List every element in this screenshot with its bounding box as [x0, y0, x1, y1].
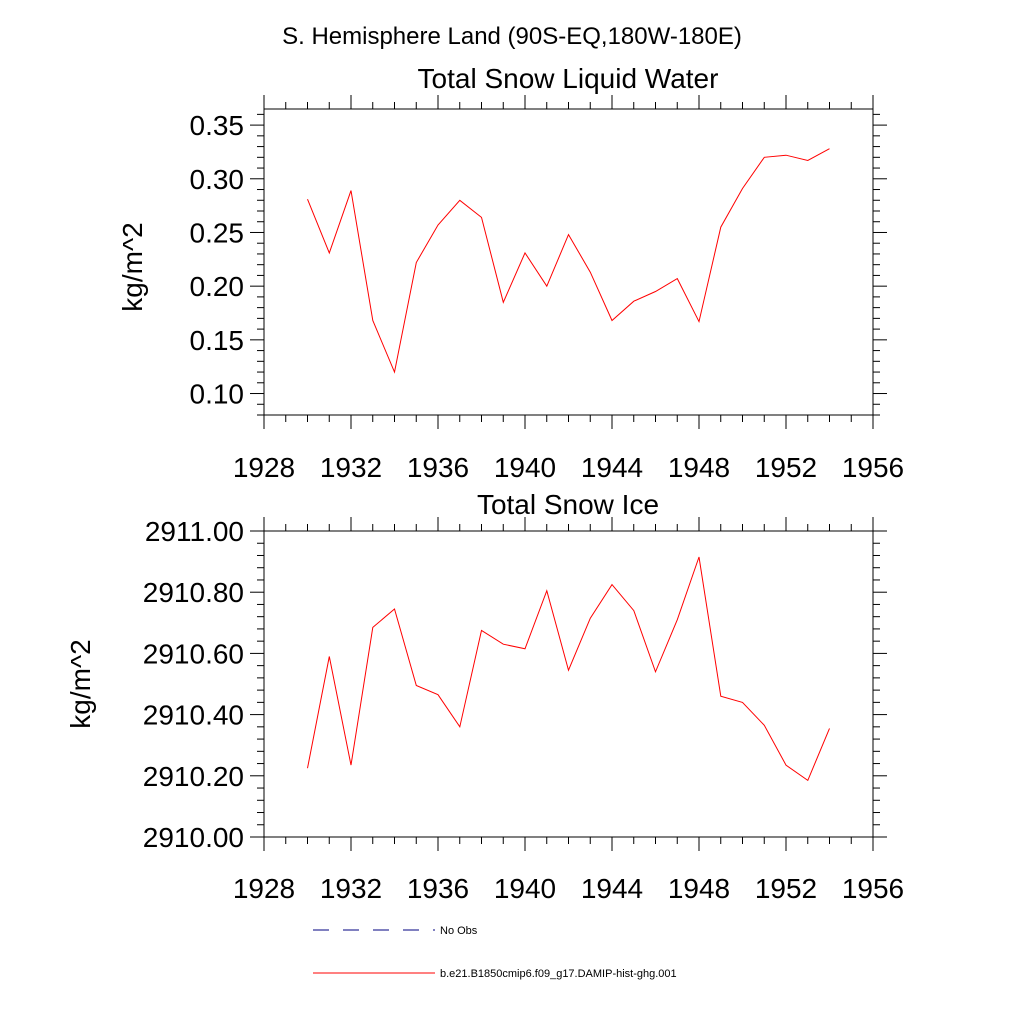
x-tick-label: 1952 — [755, 452, 817, 483]
y-axis-label: kg/m^2 — [117, 222, 148, 311]
chart-panel-liquid-water: Total Snow Liquid Water kg/m^2 0.100.150… — [117, 63, 904, 483]
x-tick-label: 1944 — [581, 452, 643, 483]
x-tick-labels: 1928 1932 1936 1940 1944 1948 1952 1956 — [233, 452, 904, 483]
series-line — [307, 148, 830, 374]
axis-ticks — [250, 95, 887, 429]
x-tick-label: 1944 — [581, 873, 643, 904]
y-tick-label: 0.10 — [190, 379, 245, 410]
chart-panel-snow-ice: Total Snow Ice kg/m^2 2910.002910.202910… — [65, 489, 904, 904]
y-axis-label: kg/m^2 — [65, 639, 96, 728]
legend-label-no-obs: No Obs — [440, 925, 478, 937]
x-tick-label: 1948 — [668, 873, 730, 904]
y-tick-label: 2910.20 — [143, 761, 244, 792]
x-tick-label: 1932 — [320, 452, 382, 483]
x-tick-label: 1940 — [494, 873, 556, 904]
x-tick-label: 1940 — [494, 452, 556, 483]
legend-label-model: b.e21.B1850cmip6.f09_g17.DAMIP-hist-ghg.… — [440, 968, 677, 980]
figure-title: S. Hemisphere Land (90S-EQ,180W-180E) — [282, 23, 742, 50]
x-tick-label: 1932 — [320, 873, 382, 904]
series-line — [307, 556, 830, 782]
y-tick-label: 0.20 — [190, 271, 245, 302]
y-tick-label: 2910.00 — [143, 822, 244, 853]
y-tick-label: 2910.40 — [143, 700, 244, 731]
x-tick-label: 1936 — [407, 873, 469, 904]
axis-ticks — [250, 517, 887, 851]
x-tick-label: 1956 — [842, 873, 904, 904]
series-lines — [307, 556, 830, 782]
y-tick-label: 2910.80 — [143, 577, 244, 608]
legend: No Obs b.e21.B1850cmip6.f09_g17.DAMIP-hi… — [313, 925, 677, 980]
y-tick-label: 0.15 — [190, 325, 245, 356]
x-tick-labels: 1928 1932 1936 1940 1944 1948 1952 1956 — [233, 873, 904, 904]
y-tick-label: 2910.60 — [143, 638, 244, 669]
plot-frame — [263, 530, 874, 838]
y-tick-label: 0.35 — [190, 110, 245, 141]
y-tick-labels: 0.10 0.15 0.20 0.25 0.30 0.35 — [190, 110, 245, 409]
series-lines — [307, 148, 830, 374]
plot-frame — [263, 108, 874, 416]
chart-title: Total Snow Ice — [477, 489, 659, 520]
y-tick-label: 2911.00 — [145, 516, 244, 547]
x-tick-label: 1936 — [407, 452, 469, 483]
x-tick-label: 1928 — [233, 452, 295, 483]
chart-title: Total Snow Liquid Water — [418, 63, 719, 94]
y-tick-label: 0.30 — [190, 164, 245, 195]
y-tick-labels: 2910.00 2910.20 2910.40 2910.60 2910.80 2911.… — [143, 516, 244, 853]
x-tick-label: 1928 — [233, 873, 295, 904]
x-tick-label: 1952 — [755, 873, 817, 904]
y-tick-label: 0.25 — [190, 217, 245, 248]
x-tick-label: 1956 — [842, 452, 904, 483]
x-tick-label: 1948 — [668, 452, 730, 483]
